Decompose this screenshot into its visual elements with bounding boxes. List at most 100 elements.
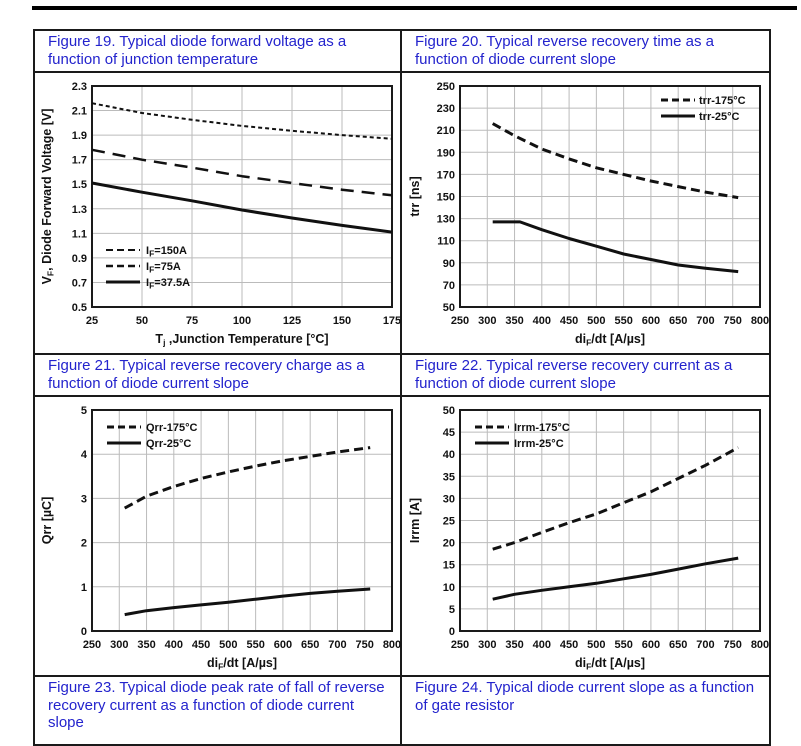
svg-text:25: 25 <box>442 516 454 528</box>
svg-text:250: 250 <box>82 639 100 651</box>
figure-21-cell: 250 300 350 400 450 500 550 600 650 700 750 800 0 1 2 3… <box>35 397 402 681</box>
svg-text:Tj ,Junction Temperature [°C]: Tj ,Junction Temperature [°C] <box>155 332 328 348</box>
svg-text:400: 400 <box>532 639 550 651</box>
svg-text:35: 35 <box>442 471 454 483</box>
svg-text:VF, Diode Forward Voltage [V]: VF, Diode Forward Voltage [V] <box>40 109 56 285</box>
svg-text:300: 300 <box>110 639 128 651</box>
svg-text:600: 600 <box>641 639 659 651</box>
svg-text:700: 700 <box>696 639 714 651</box>
svg-text:110: 110 <box>437 236 455 248</box>
svg-text:400: 400 <box>164 639 182 651</box>
figure-table: Figure 19. Typical diode forward voltage… <box>33 29 771 746</box>
svg-text:5: 5 <box>80 405 86 417</box>
figure-21-chart: 250 300 350 400 450 500 550 600 650 700 750 800 0 1 2 3… <box>35 400 401 681</box>
svg-text:800: 800 <box>750 639 768 651</box>
svg-text:30: 30 <box>442 493 454 505</box>
svg-text:130: 130 <box>436 214 454 226</box>
figure-19-chart: 25 50 75 100 125 150 175 0.5 0.7 0.9 1.1 1.3 1.5 1.7 1… <box>35 76 401 357</box>
svg-text:20: 20 <box>442 538 454 550</box>
svg-text:45: 45 <box>442 427 454 439</box>
svg-text:550: 550 <box>246 639 264 651</box>
svg-text:1: 1 <box>80 582 86 594</box>
svg-text:170: 170 <box>436 169 454 181</box>
svg-text:1.5: 1.5 <box>71 179 86 191</box>
svg-text:150: 150 <box>436 192 454 204</box>
svg-text:300: 300 <box>478 639 496 651</box>
svg-text:25: 25 <box>85 315 97 327</box>
svg-text:450: 450 <box>559 315 577 327</box>
svg-text:350: 350 <box>137 639 155 651</box>
svg-text:IF=37.5A: IF=37.5A <box>146 277 190 291</box>
svg-text:Qrr-175°C: Qrr-175°C <box>146 422 198 434</box>
svg-text:0: 0 <box>80 626 86 638</box>
svg-text:550: 550 <box>614 315 632 327</box>
svg-text:1.3: 1.3 <box>71 204 86 216</box>
svg-text:250: 250 <box>450 639 468 651</box>
svg-text:diF/dt [A/µs]: diF/dt [A/µs] <box>574 332 644 348</box>
figure-23-caption: Figure 23. Typical diode peak rate of fa… <box>35 677 402 744</box>
svg-text:75: 75 <box>185 315 197 327</box>
caption-row-2: Figure 21. Typical reverse recovery char… <box>35 353 769 397</box>
svg-text:450: 450 <box>191 639 209 651</box>
svg-text:Irrm-175°C: Irrm-175°C <box>514 422 570 434</box>
figure-20-caption: Figure 20. Typical reverse recovery time… <box>415 33 715 68</box>
svg-text:70: 70 <box>442 280 454 292</box>
svg-text:650: 650 <box>669 315 687 327</box>
caption-row-1: Figure 19. Typical diode forward voltage… <box>35 29 769 73</box>
svg-text:350: 350 <box>505 639 523 651</box>
svg-text:2.1: 2.1 <box>71 106 86 118</box>
chart-row-1: 25 50 75 100 125 150 175 0.5 0.7 0.9 1.1 1.3 1.5 1.7 1… <box>35 73 769 357</box>
svg-text:750: 750 <box>355 639 373 651</box>
svg-text:diF/dt [A/µs]: diF/dt [A/µs] <box>574 656 644 672</box>
svg-text:450: 450 <box>559 639 577 651</box>
svg-text:600: 600 <box>273 639 291 651</box>
svg-text:0.9: 0.9 <box>71 253 86 265</box>
svg-text:600: 600 <box>641 315 659 327</box>
svg-text:15: 15 <box>442 560 454 572</box>
svg-text:500: 500 <box>587 315 605 327</box>
svg-text:550: 550 <box>614 639 632 651</box>
figure-22-chart: 250 300 350 400 450 500 550 600 650 700 750 800 0 5 10… <box>403 400 769 681</box>
figure-19-caption: Figure 19. Typical diode forward voltage… <box>35 31 402 71</box>
svg-text:50: 50 <box>442 302 454 314</box>
caption-row-3: Figure 23. Typical diode peak rate of fa… <box>35 675 769 746</box>
svg-text:5: 5 <box>448 604 454 616</box>
svg-text:700: 700 <box>696 315 714 327</box>
svg-text:700: 700 <box>328 639 346 651</box>
svg-text:10: 10 <box>442 582 454 594</box>
figure-21-caption: Figure 21. Typical reverse recovery char… <box>35 355 402 395</box>
svg-text:1.7: 1.7 <box>71 155 86 167</box>
svg-text:400: 400 <box>532 315 550 327</box>
svg-text:175: 175 <box>382 315 400 327</box>
svg-text:50: 50 <box>442 405 454 417</box>
svg-text:Qrr-25°C: Qrr-25°C <box>146 438 191 450</box>
svg-text:2: 2 <box>80 538 86 550</box>
svg-text:350: 350 <box>505 315 523 327</box>
figure-22-caption: Figure 22. Typical reverse recovery curr… <box>415 357 733 392</box>
svg-text:Qrr [µC]: Qrr [µC] <box>40 497 54 544</box>
svg-text:Irrm [A]: Irrm [A] <box>408 498 422 543</box>
svg-text:3: 3 <box>80 493 86 505</box>
svg-text:trr [ns]: trr [ns] <box>408 176 422 216</box>
figure-22-cell: 250 300 350 400 450 500 550 600 650 700 750 800 0 5 10… <box>402 397 769 681</box>
svg-text:125: 125 <box>282 315 300 327</box>
svg-text:0: 0 <box>448 626 454 638</box>
svg-text:750: 750 <box>723 315 741 327</box>
figure-19-cell: 25 50 75 100 125 150 175 0.5 0.7 0.9 1.1 1.3 1.5 1.7 1… <box>35 73 402 357</box>
svg-text:800: 800 <box>382 639 400 651</box>
svg-text:diF/dt [A/µs]: diF/dt [A/µs] <box>206 656 276 672</box>
svg-text:800: 800 <box>750 315 768 327</box>
page-top-rule <box>32 6 797 10</box>
svg-text:1.1: 1.1 <box>71 228 86 240</box>
svg-text:90: 90 <box>442 258 454 270</box>
svg-text:0.5: 0.5 <box>71 302 86 314</box>
svg-text:650: 650 <box>669 639 687 651</box>
svg-text:150: 150 <box>332 315 350 327</box>
svg-text:1.9: 1.9 <box>71 130 86 142</box>
svg-text:210: 210 <box>436 125 454 137</box>
svg-text:250: 250 <box>436 81 454 93</box>
svg-text:trr-25°C: trr-25°C <box>699 111 740 123</box>
svg-text:190: 190 <box>436 147 454 159</box>
svg-text:40: 40 <box>442 449 454 461</box>
svg-text:500: 500 <box>219 639 237 651</box>
